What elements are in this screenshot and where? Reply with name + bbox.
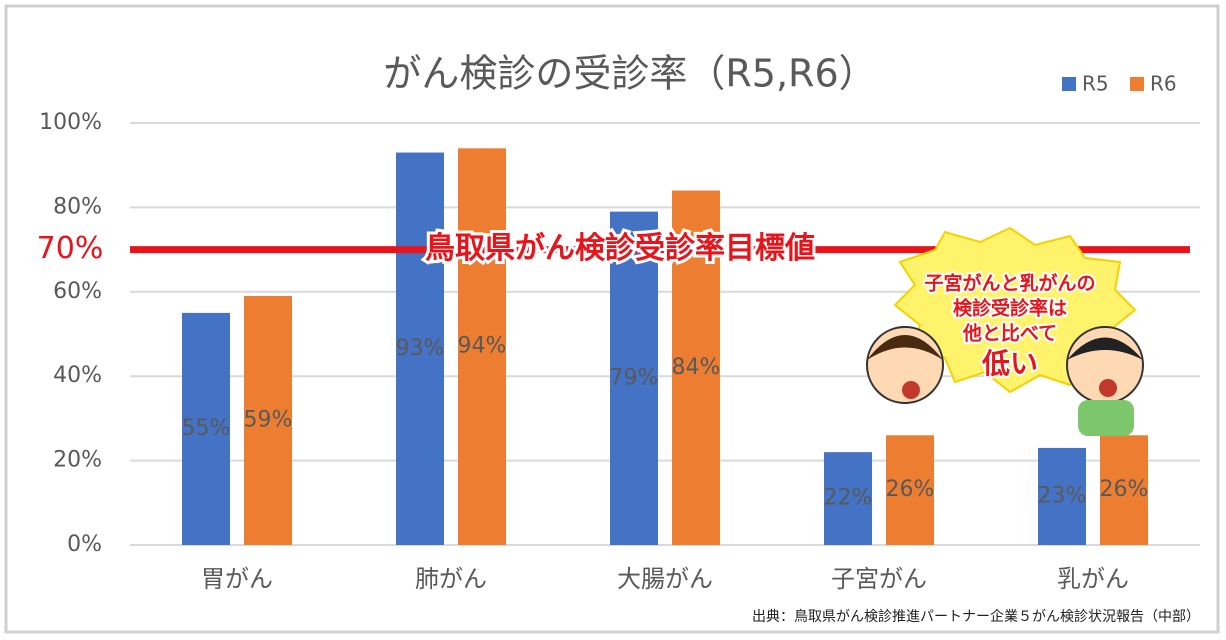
legend-label: R6	[1150, 72, 1177, 96]
y-tick-label: 20%	[53, 448, 102, 473]
value-label: 22%	[824, 486, 873, 511]
x-tick-label: 乳がん	[1057, 565, 1129, 593]
annotation-text: 検診受診率は	[953, 297, 1067, 320]
target-label: 70%	[37, 231, 104, 266]
source-note: 出典：鳥取県がん検診推進パートナー企業５がん検診状況報告（中部）	[752, 608, 1200, 625]
value-label: 93%	[396, 336, 445, 361]
target-text: 鳥取県がん検診受診率目標値	[425, 231, 815, 266]
x-tick-label: 子宮がん	[831, 565, 927, 593]
value-label: 26%	[886, 477, 935, 502]
y-tick-label: 40%	[53, 363, 102, 388]
value-label: 26%	[1100, 477, 1149, 502]
x-tick-label: 大腸がん	[617, 565, 713, 593]
value-label: 59%	[244, 408, 293, 433]
legend-label: R5	[1082, 72, 1109, 96]
y-tick-label: 60%	[53, 279, 102, 304]
x-tick-label: 肺がん	[415, 565, 487, 593]
y-tick-label: 100%	[39, 110, 102, 135]
value-label: 79%	[610, 365, 659, 390]
legend-swatch	[1062, 77, 1076, 91]
value-label: 55%	[182, 416, 231, 441]
annotation-text: 他と比べて	[962, 322, 1057, 345]
y-tick-label: 0%	[67, 532, 102, 557]
value-label: 23%	[1038, 483, 1087, 508]
chart-title: がん検診の受診率（R5,R6）	[383, 52, 876, 96]
x-tick-label: 胃がん	[201, 565, 273, 593]
value-label: 84%	[672, 355, 721, 380]
annotation-text: 子宮がんと乳がんの	[924, 272, 1095, 295]
legend-swatch	[1130, 77, 1144, 91]
y-tick-label: 80%	[53, 194, 102, 219]
annotation-text: 低い	[981, 347, 1038, 380]
chart: がん検診の受診率（R5,R6） 0% 20% 40% 60% 80% 100% 胃がん 55%…	[0, 0, 1226, 640]
value-label: 94%	[458, 334, 507, 359]
